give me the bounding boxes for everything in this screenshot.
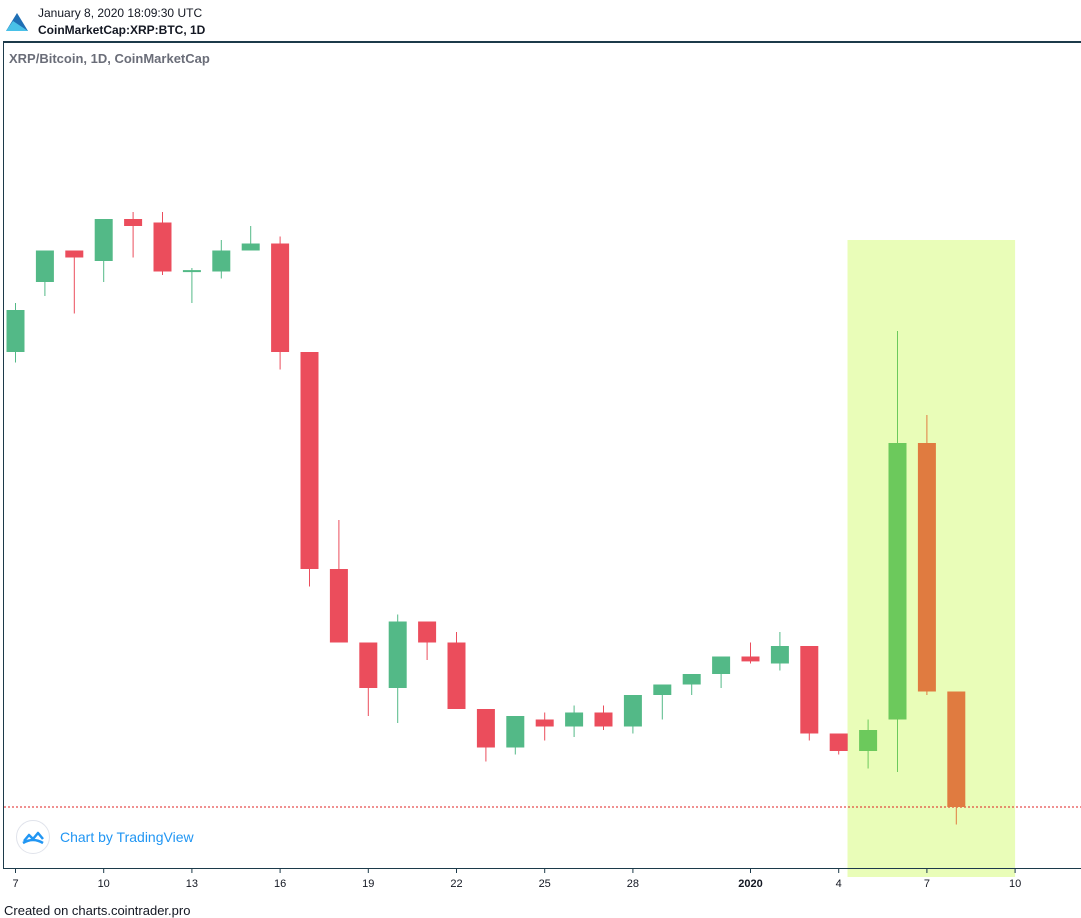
candle-body	[300, 352, 319, 569]
footer-credit: Created on charts.cointrader.pro	[4, 903, 191, 918]
candle-body	[124, 219, 143, 226]
candle-body	[271, 243, 290, 352]
candle-body	[35, 250, 54, 282]
candle-body	[329, 569, 348, 643]
x-tick-label: 10	[98, 878, 110, 890]
header-symbol: CoinMarketCap:XRP:BTC, 1D	[38, 23, 206, 37]
candle-body	[741, 656, 760, 662]
candle-body	[712, 656, 731, 674]
candle-body	[594, 712, 613, 727]
candle-body	[153, 222, 172, 272]
candle-body	[565, 712, 584, 727]
candle-body	[917, 443, 936, 692]
x-tick-label: 2020	[738, 878, 762, 890]
candle-body	[212, 250, 231, 272]
chart-title: XRP/Bitcoin, 1D, CoinMarketCap	[9, 51, 210, 66]
header-datetime: January 8, 2020 18:09:30 UTC	[38, 6, 203, 20]
candle-body	[888, 443, 907, 720]
x-tick-label: 7	[924, 878, 930, 890]
candle-body	[535, 719, 554, 727]
x-tick-label: 25	[539, 878, 551, 890]
x-tick-label: 22	[450, 878, 462, 890]
chart-frame	[3, 41, 1081, 868]
candle-body	[359, 642, 378, 688]
candle-body	[506, 716, 525, 748]
x-tick-label: 7	[12, 878, 18, 890]
tradingview-logo	[6, 13, 28, 31]
tradingview-icon	[22, 831, 44, 845]
x-tick-label: 13	[186, 878, 198, 890]
tradingview-watermark[interactable]: Chart by TradingView	[60, 829, 194, 845]
x-tick-label: 16	[274, 878, 286, 890]
candle-body	[418, 621, 437, 643]
candle-body	[653, 684, 672, 695]
x-tick-label: 28	[627, 878, 639, 890]
candle-body	[623, 695, 642, 727]
x-tick-label: 19	[362, 878, 374, 890]
candle-body	[447, 642, 466, 709]
candle-body	[829, 733, 848, 751]
candle-body	[6, 310, 25, 352]
candle-body	[682, 674, 701, 685]
tradingview-badge[interactable]	[16, 820, 50, 854]
candle-body	[770, 646, 789, 664]
candle-body	[65, 250, 84, 258]
candle-body	[94, 219, 113, 261]
x-tick-label: 10	[1009, 878, 1021, 890]
candle-body	[182, 270, 201, 273]
candle-body	[388, 621, 407, 688]
candle-body	[476, 709, 495, 748]
x-tick-label: 4	[836, 878, 842, 890]
candle-body	[241, 243, 260, 251]
candle-body	[800, 646, 819, 734]
candle-body	[947, 691, 966, 807]
candle-body	[859, 730, 878, 751]
